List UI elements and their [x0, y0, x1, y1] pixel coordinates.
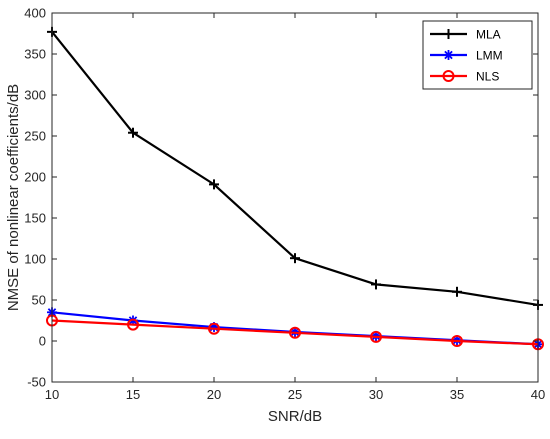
data-point-nls — [127, 318, 139, 331]
tick-layer: 10 15 20 25 30 35 40 -50 0 50 100 150 200 250 300 350 40… — [24, 6, 545, 403]
series-line-nls — [51, 319, 539, 346]
data-point-nls — [208, 322, 220, 335]
y-tick-label: 300 — [24, 88, 46, 103]
data-point-mla — [128, 127, 138, 138]
y-tick-label: 0 — [39, 334, 46, 349]
legend-marker-nls-ring — [442, 70, 455, 82]
x-tick-label: 20 — [207, 387, 221, 402]
data-point-mla — [452, 286, 462, 297]
legend-marker-nls — [442, 70, 455, 82]
y-tick-label: 150 — [24, 211, 46, 226]
y-tick-label: 100 — [24, 252, 46, 267]
data-point-mla — [371, 279, 381, 290]
data-layer — [46, 26, 544, 351]
y-tick-label: 50 — [32, 293, 46, 308]
y-tick-label: 200 — [24, 170, 46, 185]
data-point-mla — [209, 179, 219, 190]
y-tick-label: 400 — [24, 6, 46, 21]
legend-marker-lmm — [443, 50, 454, 60]
x-tick-label: 40 — [531, 387, 545, 402]
x-tick-label: 30 — [369, 387, 383, 402]
data-point-mla — [290, 253, 300, 264]
x-tick-label: 35 — [450, 387, 464, 402]
x-tick-label: 10 — [45, 387, 59, 402]
x-tick-label: 15 — [126, 387, 140, 402]
legend-marker-mla — [443, 29, 454, 39]
data-point-nls — [451, 335, 463, 347]
y-axis-label: NMSE of nonlinear coefficients/dB — [5, 84, 22, 311]
legend-label-lmm: LMM — [476, 49, 503, 63]
legend-label-nls: NLS — [476, 70, 499, 84]
y-tick-label: 350 — [24, 47, 46, 62]
data-point-nls — [289, 326, 301, 339]
data-point-nls-ring — [289, 326, 301, 339]
legend-label-mla: MLA — [476, 28, 501, 42]
legend-marker-lmm-d2 — [444, 50, 453, 60]
legend: MLA LMM NLS — [422, 20, 533, 90]
x-tick-label: 25 — [288, 387, 302, 402]
y-tick-label: 250 — [24, 129, 46, 144]
data-point-nls-ring — [370, 330, 382, 343]
data-point-nls-ring — [208, 322, 220, 335]
data-point-nls-ring — [451, 335, 463, 347]
x-axis-label: SNR/dB — [268, 408, 322, 425]
data-point-nls-ring — [127, 318, 139, 331]
y-tick-label: -50 — [27, 375, 46, 390]
data-point-nls — [370, 330, 382, 343]
